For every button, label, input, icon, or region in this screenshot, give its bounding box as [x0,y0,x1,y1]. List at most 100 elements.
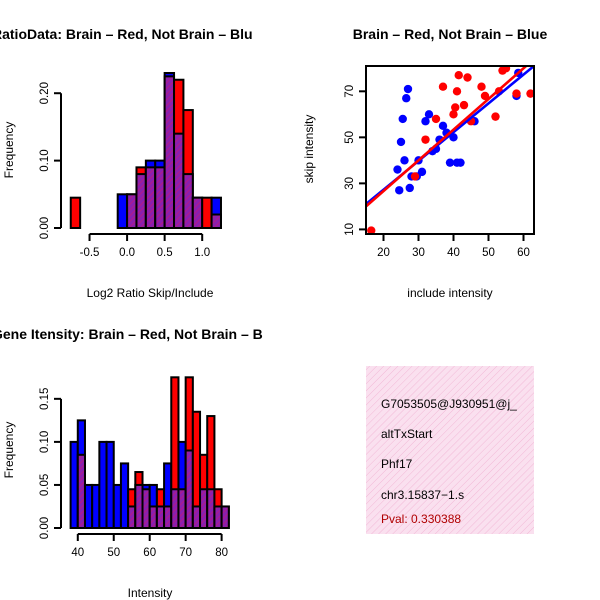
ratio-histogram-bar-overlap [154,166,166,229]
scatter-point-brain [501,66,511,73]
intensity-histogram-x-tick-label: 50 [107,547,120,559]
scatter-point-not-brain [456,158,465,167]
scatter-point-not-brain [396,137,406,147]
info-gene-name: Phf17 [381,457,413,471]
intensity-histogram-bar-overlap [177,488,187,529]
scatter-point-brain [438,82,448,91]
scatter-point-not-brain [445,158,455,167]
scatter-point-brain [480,91,490,101]
scatter-y-tick-label: 70 [344,85,356,98]
ratio-histogram-bar-overlap [191,196,204,230]
ratio-histogram-bar-overlap [126,193,138,230]
intensity-histogram-bar-overlap [141,488,151,529]
info-probe-id: G7053505@J930951@j_ [381,397,517,411]
intensity-histogram-bar-not-brain [91,483,101,530]
intensity-histogram-ylabel: Frequency [2,422,16,479]
scatter-y-tick-label: 30 [344,177,356,190]
scatter-x-tick-label: 40 [447,247,460,259]
ratio-histogram-ylabel: Frequency [2,122,16,179]
intensity-histogram-bar-not-brain [69,440,79,529]
scatter-point-not-brain [395,186,404,195]
scatter-point-not-brain [393,165,402,174]
scatter-points [366,66,534,234]
info-box-background [366,366,534,534]
scatter-point-not-brain [403,84,413,94]
ratio-histogram-x-tick-label: 1.0 [194,247,210,259]
ratio-histogram-bar-overlap [135,173,147,230]
intensity-histogram-bar-overlap [148,505,158,530]
intensity-histogram-y-tick-label: 0.15 [39,388,51,410]
scatter-point-not-brain [405,183,414,193]
intensity-histogram-panel: Gene Itensity: Brain – Red, Not Brain – … [0,326,263,600]
ratio-histogram-y-tick-label: 0.10 [39,149,51,171]
info-location: chr3.15837−1.s [381,488,464,502]
ratio-histogram-bar-brain [201,196,213,230]
ratio-histogram-xlabel: Log2 Ratio Skip/Include [87,286,214,300]
scatter-xlabel: include intensity [407,286,492,300]
intensity-histogram-bar-overlap [134,483,144,530]
intensity-histogram-bar-not-brain [98,440,108,529]
ratio-histogram-y-tick-label: 0.00 [39,217,51,239]
scatter-point-brain [410,172,420,181]
ratio-histogram-x-tick-label: 0.0 [119,247,135,259]
intensity-histogram-y-tick-label: 0.00 [39,517,51,539]
scatter-point-not-brain [402,94,411,103]
scatter-point-not-brain [438,121,448,131]
ratio-histogram-axes: -0.5 0.0 0.5 1.0 0.00 0.10 0.20 [39,82,210,259]
info-event-type: altTxStart [381,427,433,441]
scatter-x-tick-label: 50 [482,247,495,259]
scatter-x-tick-label: 30 [412,247,425,259]
ratio-histogram-bars [69,72,222,230]
ratio-histogram-x-tick-label: 0.5 [157,247,173,259]
intensity-histogram-bar-overlap [76,453,86,529]
ratio-histogram-bar-overlap [163,75,176,229]
scatter-point-brain [491,112,500,121]
scatter-point-not-brain [417,167,427,177]
intensity-histogram-title: Gene Itensity: Brain – Red, Not Brain – … [0,326,263,342]
intensity-histogram-bar-overlap [127,505,137,530]
scatter-point-brain [431,114,441,124]
scatter-point-brain [454,71,463,80]
intensity-histogram-y-tick-label: 0.05 [39,474,51,496]
ratio-histogram-y-tick-label: 0.20 [39,82,51,104]
info-pval: Pval: 0.330388 [381,512,461,526]
scatter-point-brain [449,110,458,119]
scatter-x-tick-label: 20 [377,247,390,259]
scatter-point-brain [421,135,430,144]
scatter-fit-line-brain [366,66,529,208]
intensity-histogram-bar-overlap [170,488,180,529]
scatter-point-brain [477,82,486,91]
intensity-histogram-bar-not-brain [105,440,115,529]
scatter-point-brain [512,89,521,98]
intensity-histogram-x-tick-label: 40 [71,547,84,559]
intensity-histogram-bar-not-brain [112,483,122,530]
intensity-histogram-bar-overlap [213,505,223,530]
intensity-histogram-bar-overlap [199,488,209,529]
intensity-histogram-y-tick-label: 0.10 [39,431,51,453]
scatter-plot-box [365,65,535,235]
scatter-point-not-brain [421,117,430,126]
intensity-histogram-x-tick-label: 80 [215,547,228,559]
scatter-y-tick-label: 10 [344,223,356,236]
ratio-histogram-title: RatioData: Brain – Red, Not Brain – Blu [0,26,253,42]
intensity-histogram-x-tick-label: 60 [143,547,156,559]
intensity-histogram-axes: 40 50 60 70 80 0.00 0.05 0.10 0.15 [39,388,228,559]
scatter-point-brain [451,103,460,112]
ratio-histogram-bar-overlap [210,213,222,230]
ratio-histogram-x-tick-label: -0.5 [80,247,100,259]
scatter-point-not-brain [400,156,409,165]
scatter-point-brain [463,73,472,82]
scatter-point-brain [367,226,376,234]
scatter-axes: 20 30 40 50 60 10 30 50 70 [344,65,535,259]
ratio-histogram-bar-brain [69,196,82,230]
intensity-histogram-bar-not-brain [119,462,130,529]
ratio-histogram-bar-overlap [182,173,194,230]
scatter-x-tick-label: 60 [517,247,530,259]
scatter-point-brain [452,87,462,96]
intensity-histogram-bar-overlap [191,505,202,530]
scatter-panel: Brain – Red, Not Brain – Blue 20 30 40 50 60… [302,26,547,300]
scatter-point-brain [459,100,469,110]
ratio-histogram-bar-overlap [173,132,185,229]
info-box: G7053505@J930951@j_ altTxStart Phf17 chr… [366,366,534,534]
